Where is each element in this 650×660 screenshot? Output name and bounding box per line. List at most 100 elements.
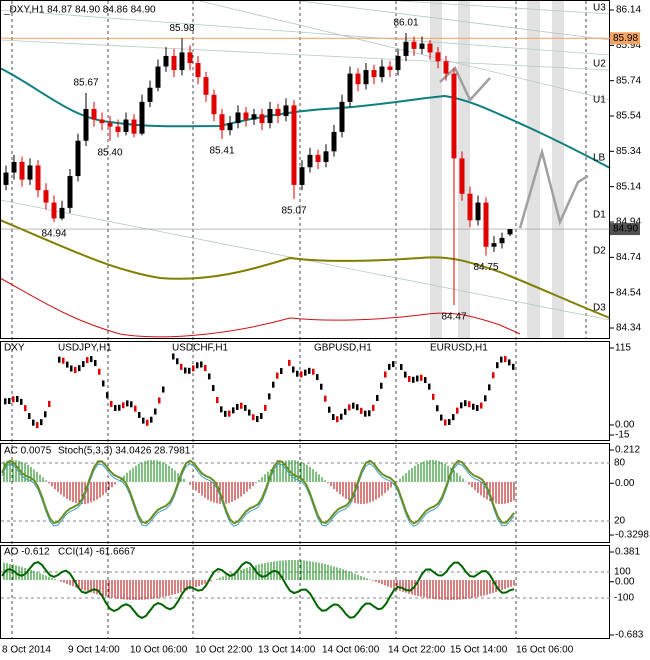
mini-candle bbox=[384, 371, 387, 378]
panel-label: Stoch(5,3,3) 34.0426 28.7981 bbox=[58, 446, 191, 457]
candle-body bbox=[195, 63, 201, 78]
last-price-box bbox=[610, 223, 640, 236]
mini-candle bbox=[416, 375, 419, 382]
candle-body bbox=[139, 101, 145, 134]
candle-body bbox=[123, 119, 129, 132]
candle-body bbox=[339, 101, 345, 132]
mini-candle bbox=[508, 359, 511, 366]
mini-candle bbox=[348, 404, 351, 411]
candle-body bbox=[443, 61, 449, 74]
candle-body bbox=[163, 55, 169, 67]
y-tick-label: -0.3298 bbox=[615, 530, 649, 541]
mini-candle bbox=[404, 371, 407, 378]
mini-candle bbox=[264, 404, 267, 411]
mini-candle bbox=[344, 408, 347, 415]
mini-candle bbox=[456, 407, 459, 414]
mini-candle bbox=[40, 419, 43, 426]
mini-candle bbox=[98, 368, 101, 375]
candle-body bbox=[291, 105, 297, 185]
x-tick-label: 16 Oct 06:00 bbox=[516, 645, 574, 656]
level-box bbox=[610, 32, 640, 45]
mini-candle bbox=[204, 365, 207, 372]
candle-body bbox=[203, 77, 209, 95]
mini-candle bbox=[188, 367, 191, 374]
candle-body bbox=[307, 154, 313, 168]
mini-candle bbox=[224, 410, 227, 417]
y2-tick-label: 20 bbox=[614, 516, 626, 527]
mini-candle bbox=[496, 362, 499, 369]
candle-body bbox=[411, 41, 417, 49]
y-tick-label: 84.54 bbox=[616, 287, 641, 298]
y-tick-label: 84.94 bbox=[616, 217, 641, 228]
candle-body bbox=[187, 52, 193, 63]
mini-candle bbox=[28, 413, 31, 420]
mini-candle bbox=[94, 359, 97, 366]
mini-candle bbox=[452, 414, 455, 421]
x-tick-label: 15 Oct 14:00 bbox=[450, 645, 508, 656]
mini-candle bbox=[356, 404, 359, 411]
band-level-label: LB bbox=[593, 153, 606, 164]
mini-candle bbox=[126, 400, 129, 407]
price-annotation: 84.75 bbox=[473, 262, 498, 273]
candle-body bbox=[283, 105, 289, 116]
mini-candle bbox=[320, 383, 323, 390]
mini-candle bbox=[500, 356, 503, 363]
candle-body bbox=[19, 161, 25, 180]
candle-body bbox=[459, 158, 465, 194]
price-annotation: 85.07 bbox=[281, 206, 306, 217]
candle-body bbox=[211, 94, 217, 115]
mini-candle bbox=[106, 392, 109, 399]
candle-body bbox=[363, 70, 369, 85]
mini-candle bbox=[480, 402, 483, 409]
mini-candle bbox=[102, 380, 105, 387]
candle-body bbox=[59, 207, 65, 219]
candle-body bbox=[427, 43, 433, 53]
x-tick-label: 14 Oct 22:00 bbox=[388, 645, 446, 656]
x-tick-label: 14 Oct 06:00 bbox=[322, 645, 380, 656]
mini-candle bbox=[272, 381, 275, 388]
mini-candle bbox=[8, 397, 11, 404]
y-tick-label: 84.74 bbox=[616, 252, 641, 263]
mini-candle bbox=[484, 395, 487, 402]
y-tick-label: 0.00 bbox=[615, 420, 635, 431]
mini-candle bbox=[464, 400, 467, 407]
price-annotation: 84.47 bbox=[441, 312, 466, 323]
mini-candle bbox=[304, 369, 307, 376]
mini-candle bbox=[212, 385, 215, 392]
panel-label: USDCHF,H1 bbox=[172, 343, 229, 354]
mini-candle bbox=[488, 384, 491, 391]
y-tick-label: 0.212 bbox=[615, 445, 640, 456]
mini-candle bbox=[492, 372, 495, 379]
mini-candle bbox=[468, 401, 471, 408]
mini-candle bbox=[176, 358, 179, 365]
mini-candle bbox=[328, 406, 331, 413]
candle-body bbox=[243, 112, 249, 120]
candle-body bbox=[251, 114, 257, 120]
mini-candle bbox=[408, 375, 411, 382]
candle-body bbox=[227, 123, 233, 131]
shade-bands bbox=[430, 1, 564, 338]
mini-candle bbox=[200, 361, 203, 368]
mini-candle bbox=[460, 402, 463, 409]
mini-candle bbox=[308, 367, 311, 374]
mini-candle bbox=[20, 398, 23, 405]
oscillator-line bbox=[1, 560, 515, 620]
band-level-label: U2 bbox=[593, 59, 606, 70]
mini-candle bbox=[12, 396, 15, 403]
mini-candle bbox=[244, 404, 247, 411]
mini-candle bbox=[368, 410, 371, 417]
mini-candle bbox=[16, 395, 19, 402]
mini-candle bbox=[512, 363, 515, 370]
mini-candle bbox=[236, 403, 239, 410]
candle-body bbox=[83, 108, 89, 141]
mini-candle bbox=[180, 363, 183, 370]
mini-candle bbox=[316, 374, 319, 381]
candle-body bbox=[395, 55, 401, 71]
candle-body bbox=[267, 108, 273, 124]
mini-candle bbox=[158, 397, 161, 404]
mini-candle bbox=[256, 416, 259, 423]
day-separators bbox=[11, 1, 587, 638]
mini-candle bbox=[428, 383, 431, 390]
mini-candle bbox=[66, 361, 69, 368]
